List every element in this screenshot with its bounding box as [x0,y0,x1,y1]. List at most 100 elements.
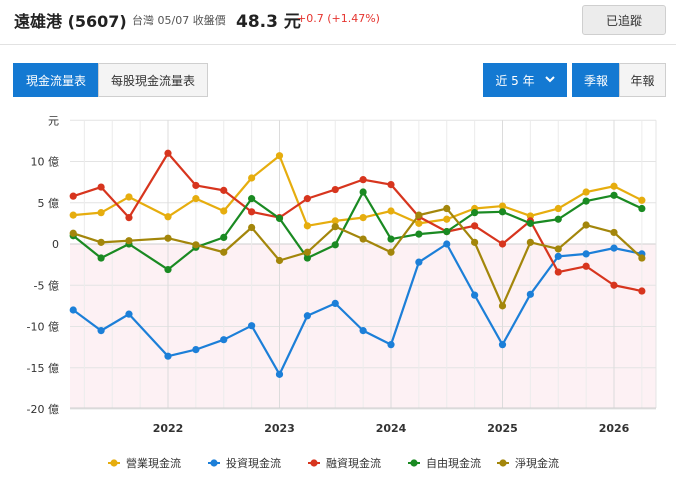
data-point [192,241,200,249]
y-tick-label: 10 億 [31,156,60,169]
data-point [638,196,646,204]
data-point [220,336,228,344]
x-tick-label: 2022 [153,422,184,435]
tab-cashflow-statement[interactable]: 現金流量表 [13,63,99,97]
data-point [610,191,618,199]
data-point [415,219,423,227]
data-point [498,240,507,248]
legend-swatch-dot [110,459,118,467]
x-tick-label: 2025 [487,422,518,435]
data-point [359,214,367,222]
data-point [164,352,172,360]
y-tick-label: 5 億 [38,197,60,210]
data-point [582,197,590,205]
data-point [125,237,133,245]
data-point [69,211,77,219]
data-point [638,287,646,295]
follow-button[interactable]: 已追蹤 [582,5,666,35]
data-point [638,254,646,262]
data-point [582,221,590,229]
data-point [554,252,562,260]
x-tick-label: 2024 [376,422,407,435]
price-change: +0.7 (+1.47%) [297,12,380,25]
data-point [526,219,534,227]
data-point [554,215,562,223]
data-point [443,240,451,248]
data-point [164,265,172,274]
data-point [387,181,395,189]
data-point [638,204,646,213]
y-tick-label: 0 [52,238,59,251]
data-point [192,195,200,203]
data-point [303,222,311,230]
data-point [526,290,534,298]
data-point [387,207,395,215]
data-point [275,214,284,223]
data-point [125,193,133,201]
data-point [387,341,395,349]
data-point [554,245,562,253]
data-point [498,208,507,216]
data-point [248,208,256,216]
data-point [97,238,105,246]
range-dropdown[interactable]: 近 5 年 [483,63,567,97]
quote-date-label: 台灣 05/07 收盤價 [132,14,226,27]
stock-header: 遠雄港 (5607) 台灣 05/07 收盤價 48.3 元 +0.7 (+1.… [0,0,676,45]
data-point [331,217,339,225]
data-point [498,302,507,310]
legend-label: 淨現金流 [515,456,559,470]
data-point [498,202,507,210]
data-point [443,204,451,213]
y-tick-label: -20 億 [27,403,59,416]
y-tick-label: -5 億 [34,279,59,292]
data-point [554,204,562,213]
data-point [275,370,284,378]
data-point [220,248,228,256]
data-point [69,192,77,200]
data-point [303,254,311,262]
data-point [97,183,105,191]
legend-label: 投資現金流 [226,456,281,470]
data-point [526,212,534,220]
series-line [73,154,643,227]
quarterly-button[interactable]: 季報 [572,63,620,97]
data-point [248,195,256,203]
data-point [248,174,256,182]
data-point [303,312,311,320]
data-point [303,195,311,203]
data-point [97,209,105,217]
y-tick-label: -10 億 [27,321,59,334]
data-point [582,188,590,196]
data-point [610,228,618,237]
data-point [331,185,339,194]
data-point [387,235,395,243]
stock-price: 48.3 元 [236,12,301,32]
data-point [220,207,228,215]
data-point [554,268,562,276]
data-point [125,214,133,222]
data-point [443,228,451,236]
legend-label: 營業現金流 [126,456,181,470]
data-point [331,223,339,231]
data-point [303,248,311,256]
data-point [275,256,284,265]
data-point [192,346,200,354]
data-point [359,327,367,335]
data-point [248,223,256,232]
data-point [471,209,479,217]
legend-label: 融資現金流 [326,456,381,470]
cashflow-chart: 元 10 億 5 億 0 -5 億 -10 億 -15 億 -20 億 2022 2023 2024… [27,114,657,470]
x-tick-label: 2023 [264,422,295,435]
data-point [359,188,367,196]
data-point [331,241,339,249]
data-point [471,291,479,299]
annual-button[interactable]: 年報 [619,63,666,97]
tab-per-share-cashflow[interactable]: 每股現金流量表 [98,63,208,97]
data-point [164,213,172,221]
y-unit-label: 元 [48,114,59,127]
data-point [415,211,423,219]
data-point [125,310,133,318]
data-point [97,254,105,262]
data-point [192,181,200,190]
data-point [248,322,256,330]
